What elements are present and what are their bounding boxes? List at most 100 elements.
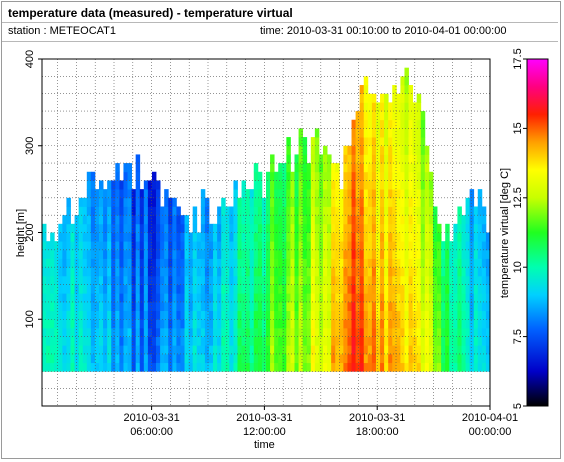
heatmap-cell — [445, 232, 450, 242]
heatmap-cell — [355, 232, 361, 242]
heatmap-cell — [282, 241, 287, 251]
heatmap-cell — [327, 301, 332, 311]
heatmap-cell — [294, 284, 299, 294]
heatmap-cell — [290, 206, 295, 216]
heatmap-cell — [343, 293, 348, 303]
heatmap-cell — [408, 137, 414, 147]
heatmap-cell — [46, 249, 51, 259]
heatmap-cell — [420, 111, 426, 121]
heatmap-cell — [233, 345, 238, 355]
heatmap-cell — [86, 319, 92, 329]
heatmap-cell — [200, 319, 206, 329]
heatmap-cell — [90, 189, 96, 199]
heatmap-cell — [375, 111, 381, 121]
heatmap-cell — [396, 215, 401, 225]
heatmap-cell — [127, 241, 132, 251]
heatmap-cell — [355, 241, 361, 251]
heatmap-cell — [99, 180, 104, 190]
heatmap-cell — [58, 275, 63, 285]
heatmap-cell — [298, 154, 304, 164]
heatmap-cell — [339, 293, 344, 303]
heatmap-cell — [168, 293, 173, 303]
heatmap-cell — [99, 258, 104, 268]
heatmap-cell — [335, 336, 340, 346]
heatmap-cell — [151, 223, 157, 233]
heatmap-cell — [290, 180, 295, 190]
heatmap-cell — [461, 249, 466, 259]
heatmap-cell — [42, 223, 47, 233]
heatmap-cell — [90, 362, 96, 372]
heatmap-cell — [310, 206, 316, 216]
heatmap-cell — [375, 119, 381, 129]
heatmap-cell — [339, 258, 344, 268]
heatmap-cell — [310, 267, 316, 277]
heatmap-cell — [355, 362, 361, 372]
heatmap-cell — [343, 223, 348, 233]
heatmap-cell — [355, 111, 361, 121]
heatmap-cell — [331, 284, 336, 294]
heatmap-cell — [432, 319, 438, 329]
heatmap-cell — [241, 215, 247, 225]
heatmap-cell — [143, 206, 149, 216]
heatmap-cell — [375, 319, 381, 329]
heatmap-cell — [318, 241, 324, 251]
heatmap-cell — [282, 258, 287, 268]
heatmap-cell — [123, 301, 128, 311]
heatmap-cell — [237, 275, 242, 285]
heatmap-cell — [99, 189, 104, 199]
heatmap-cell — [42, 293, 47, 303]
heatmap-cell — [225, 223, 230, 233]
heatmap-cell — [371, 171, 377, 181]
heatmap-cell — [437, 362, 442, 372]
heatmap-cell — [298, 336, 304, 346]
heatmap-cell — [318, 284, 324, 294]
heatmap-cell — [396, 102, 401, 112]
heatmap-cell — [412, 137, 418, 147]
heatmap-cell — [249, 189, 255, 199]
heatmap-cell — [331, 327, 336, 338]
heatmap-cell — [229, 258, 234, 268]
heatmap-cell — [327, 249, 332, 259]
heatmap-cell — [351, 119, 356, 129]
heatmap-cell — [270, 232, 275, 242]
heatmap-cell — [298, 284, 304, 294]
heatmap-cell — [420, 353, 426, 364]
heatmap-cell — [367, 345, 373, 355]
heatmap-cell — [217, 353, 222, 364]
heatmap-cell — [111, 232, 116, 242]
heatmap-cell — [172, 223, 177, 233]
heatmap-cell — [94, 275, 100, 285]
heatmap-cell — [449, 241, 454, 251]
heatmap-cell — [412, 267, 418, 277]
heatmap-cell — [392, 180, 397, 190]
heatmap-cell — [184, 241, 190, 251]
heatmap-cell — [298, 145, 304, 155]
heatmap-cell — [416, 93, 422, 103]
heatmap-cell — [375, 189, 381, 199]
heatmap-cell — [221, 310, 226, 320]
heatmap-cell — [204, 301, 210, 311]
heatmap-cell — [225, 301, 230, 311]
heatmap-cell — [327, 362, 332, 372]
heatmap-cell — [274, 301, 279, 311]
heatmap-cell — [343, 284, 348, 294]
heatmap-cell — [310, 258, 316, 268]
heatmap-cell — [388, 301, 393, 311]
heatmap-cell — [449, 345, 454, 355]
heatmap-cell — [156, 215, 161, 225]
heatmap-cell — [367, 301, 373, 311]
heatmap-cell — [266, 345, 271, 355]
heatmap-cell — [225, 327, 230, 338]
heatmap-cell — [359, 327, 365, 338]
heatmap-cell — [78, 215, 84, 225]
heatmap-cell — [400, 284, 405, 294]
heatmap-cell — [449, 249, 454, 259]
heatmap-cell — [66, 293, 71, 303]
heatmap-cell — [115, 336, 120, 346]
heatmap-cell — [156, 206, 161, 216]
heatmap-cell — [314, 189, 320, 199]
heatmap-cell — [86, 249, 92, 259]
heatmap-cell — [339, 327, 344, 338]
heatmap-cell — [290, 301, 295, 311]
